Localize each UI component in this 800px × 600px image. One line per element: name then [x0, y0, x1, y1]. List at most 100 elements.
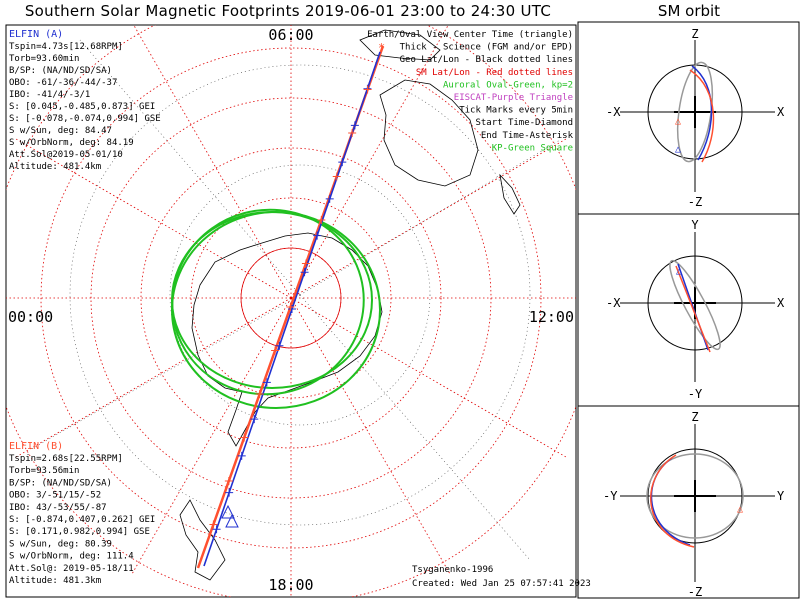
orbit-panel-xy: Y -Y -X X △ [606, 218, 785, 401]
auroral-oval-inner-2 [171, 208, 365, 396]
legend-entry: Geo Lat/Lon - Black dotted lines [400, 55, 573, 65]
legend-entry: KP-Green Square [492, 143, 573, 153]
elfin-a-tick [212, 525, 221, 534]
geo-grid [29, 39, 561, 561]
elfin-a-view-triangle [221, 504, 235, 519]
elfin-a-tick [225, 488, 234, 497]
yz-bottom-label: -Z [688, 585, 702, 599]
elfin-b-tick [317, 216, 326, 224]
elfin-b-info-line: S w/OrbNorm, deg: 111.4 [9, 552, 134, 562]
elfin-b-info-line: Altitude: 481.3km [9, 576, 101, 586]
elfin-b-tick [255, 390, 264, 398]
auroral-oval-outer [171, 211, 381, 409]
sm-longitude-lines [6, 25, 576, 597]
yz-top-label: Z [691, 410, 698, 424]
elfin-b-tick [209, 520, 218, 529]
elfin-b-tick [301, 259, 310, 268]
elfin-a-info-line: Att.Sol@2019-05-01/10 [9, 150, 123, 160]
xy-bottom-label: -Y [688, 387, 703, 401]
elfin-a-info-line: IBO: -41/4/-3/1 [9, 90, 90, 100]
elfin-a-ticks [212, 84, 372, 534]
legend-entry: EISCAT-Purple Triangle [454, 93, 573, 103]
orbit-panel-xy-frame [577, 213, 800, 407]
legend-entry: Thick - Science (FGM and/or EPD) [400, 43, 573, 53]
elfin-a-tick [350, 121, 359, 130]
svg-text:△: △ [675, 144, 681, 155]
svg-text:△: △ [675, 116, 681, 127]
xz-left-label: -X [606, 105, 621, 119]
elfin-b-info-line: S w/Sun, deg: 80.39 [9, 539, 112, 549]
elfin-b-info-line: OBO: 3/-51/15/-52 [9, 491, 101, 501]
elfin-a-info-line: S: [-0.078,-0.074,0.994] GSE [9, 114, 161, 124]
elfin-a-info-line: Torb=93.60min [9, 54, 79, 64]
elfin-b-info-line: Torb=93.56min [9, 466, 79, 476]
orbit-panel-xz: Z -Z -X X △ △ [606, 27, 785, 209]
elfin-a-info-line: Altitude: 481.4km [9, 162, 101, 172]
plot-title: Southern Solar Magnetic Footprints 2019-… [24, 2, 552, 20]
polar-map: * [6, 25, 576, 597]
elfin-b-tick [363, 85, 372, 94]
elfin-a-tick [237, 451, 246, 460]
elfin-a-tick [262, 378, 271, 387]
elfin-b-info-line: S: [0.171,0.982,0.994] GSE [9, 527, 150, 537]
created-credit: Created: Wed Jan 25 07:57:41 2023 [412, 579, 591, 589]
elfin-a-tick [325, 194, 334, 203]
elfin-b-info-line: B/SP: (NA/ND/SD/SA) [9, 478, 112, 488]
model-credit: Tsyganenko-1996 [412, 565, 493, 575]
elfin-b-ticks [209, 85, 372, 529]
elfin-a-info-line: Tspin=4.73s[12.68RPM] [9, 42, 123, 52]
legend-entry: SM Lat/Lon - Red dotted lines [416, 68, 573, 78]
elfin-b-tick [348, 129, 357, 137]
xy-top-label: Y [691, 218, 699, 232]
elfin-a-info: ELFIN (A) Tspin=4.73s[12.68RPM] Torb=93.6… [9, 29, 161, 172]
legend-entry: Start Time-Diamond [475, 118, 573, 128]
mlt-label-left: 00:00 [8, 308, 53, 326]
orbit-panel-yz-frame [577, 405, 800, 599]
elfin-b-info-line: Att.Sol@: 2019-05-18/11 [9, 564, 134, 574]
xz-right-label: X [777, 105, 785, 119]
new-zealand-coast [499, 173, 521, 215]
legend-entry: Tick Marks every 5min [459, 106, 573, 116]
svg-text:△: △ [676, 266, 682, 277]
elfin-b-tick [240, 433, 249, 442]
elfin-b-tick [286, 303, 295, 311]
xy-right-label: X [777, 296, 785, 310]
legend-entry: Auroral Oval-Green, kp=2 [443, 80, 573, 90]
elfin-a-view-triangle-2 [225, 513, 239, 528]
elfin-b-info-line: S: [-0.874,0.407,0.262] GEI [9, 515, 155, 525]
elfin-a-tick [275, 341, 284, 350]
pole-circle [240, 247, 342, 349]
elfin-b-info: ELFIN (B) Tspin=2.68s[22.55RPM] Torb=93.5… [9, 441, 155, 586]
elfin-b-name: ELFIN (B) [9, 441, 63, 452]
elfin-a-info-line: S w/OrbNorm, deg: 84.19 [9, 138, 134, 148]
legend-entry: End Time-Asterisk [481, 131, 574, 141]
elfin-a-info-line: S: [0.045,-0.485,0.873] GEI [9, 102, 155, 112]
australia-coast [379, 79, 479, 187]
elfin-a-tick [288, 305, 296, 313]
xz-top-label: Z [691, 27, 698, 41]
mlt-label-right: 12:00 [529, 308, 574, 326]
sm-orbit-panels: Z -Z -X X △ △ Y -Y -X X △ [577, 21, 800, 599]
yz-left-label: -Y [603, 489, 618, 503]
orbit-panel-yz: Z -Z -Y Y △ [603, 410, 785, 599]
elfin-a-info-line: S w/Sun, deg: 84.47 [9, 126, 112, 136]
elfin-a-info-line: OBO: -61/-36/-44/-37 [9, 78, 117, 88]
elfin-b-info-line: IBO: 43/-53/55/-87 [9, 503, 107, 513]
elfin-b-tick [224, 477, 233, 485]
elfin-a-tick [300, 268, 309, 277]
south-america-coast [179, 499, 226, 581]
elfin-b-tick [332, 172, 341, 181]
antarctica-coast [191, 232, 383, 447]
sm-orbit-title: SM orbit [657, 2, 721, 20]
yz-right-label: Y [777, 489, 785, 503]
xz-bottom-label: -Z [688, 195, 702, 209]
legend-entry: Earth/Oval View Center Time (triangle) [367, 30, 573, 40]
elfin-b-start-asterisk: * [378, 41, 385, 55]
xy-left-label: -X [606, 296, 621, 310]
elfin-a-info-line: B/SP: (NA/ND/SD/SA) [9, 66, 112, 76]
elfin-b-tick [271, 346, 280, 355]
elfin-b-info-line: Tspin=2.68s[22.55RPM] [9, 454, 123, 464]
svg-text:△: △ [737, 504, 743, 515]
elfin-a-tick [313, 231, 322, 240]
